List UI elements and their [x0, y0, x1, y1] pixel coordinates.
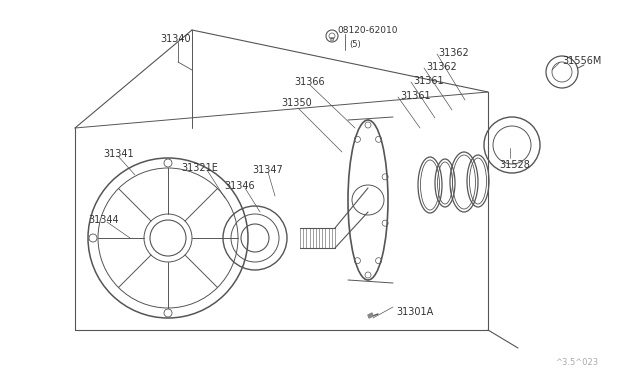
Text: 31366: 31366 [294, 77, 324, 87]
Text: 31362: 31362 [438, 48, 468, 58]
Text: 31340: 31340 [160, 34, 191, 44]
Text: 31321E: 31321E [181, 163, 218, 173]
Text: 31347: 31347 [252, 165, 283, 175]
Text: 31344: 31344 [88, 215, 118, 225]
Polygon shape [368, 313, 373, 318]
Text: 31362: 31362 [426, 62, 457, 72]
Text: 31346: 31346 [224, 181, 255, 191]
Text: 08120-62010: 08120-62010 [337, 26, 397, 35]
Text: 31361: 31361 [413, 76, 444, 86]
Text: 31556M: 31556M [562, 56, 602, 66]
Text: 31350: 31350 [281, 98, 312, 108]
Text: (5): (5) [349, 40, 361, 49]
Text: B: B [329, 36, 333, 42]
Text: 31341: 31341 [103, 149, 134, 159]
Text: 31528: 31528 [499, 160, 530, 170]
Text: 31301A: 31301A [396, 307, 433, 317]
Text: 31361: 31361 [400, 91, 431, 101]
Text: ^3.5^023: ^3.5^023 [555, 358, 598, 367]
